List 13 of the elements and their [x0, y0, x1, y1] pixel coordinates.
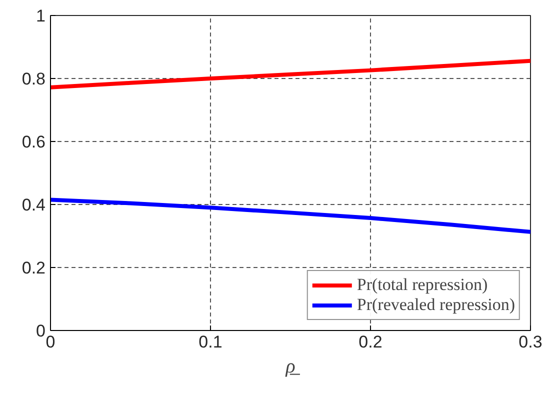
- y-tick-label: 0.6: [22, 132, 46, 152]
- y-tick-label: 0.4: [22, 196, 46, 214]
- y-tick-label: 1: [36, 6, 46, 26]
- line-series: [50, 198, 530, 234]
- legend-label: Pr(revealed repression): [356, 295, 515, 315]
- legend-label: Pr(total repression): [356, 275, 488, 295]
- y-tick-label: 0.8: [22, 70, 46, 88]
- y-tick-label: 0.2: [22, 258, 46, 278]
- line-series: [50, 58, 530, 90]
- x-tick-label: 0.2: [358, 332, 382, 352]
- x-tick-label: 0.1: [198, 332, 222, 352]
- x-axis-title: ρ̲: [284, 356, 300, 378]
- x-tick-label: 0.3: [518, 332, 542, 352]
